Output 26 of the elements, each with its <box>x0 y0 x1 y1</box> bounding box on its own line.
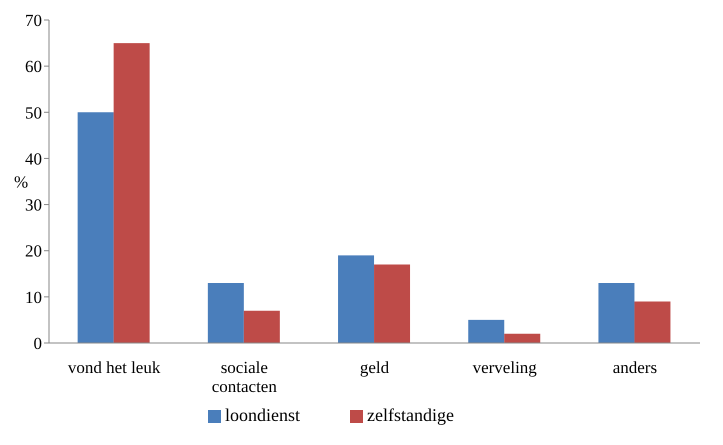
bar <box>208 283 244 343</box>
x-tick-label: verveling <box>472 358 538 377</box>
y-tick-label: 40 <box>25 149 42 168</box>
bar <box>504 334 540 343</box>
x-tick-label: vond het leuk <box>68 358 161 377</box>
y-tick-label: 0 <box>34 334 42 354</box>
bar <box>598 283 634 343</box>
bar <box>114 43 150 343</box>
bar <box>244 310 280 343</box>
bar <box>634 301 670 343</box>
legend-label: zelfstandige <box>367 405 454 425</box>
y-tick-label: 10 <box>25 288 42 307</box>
y-tick-label: 30 <box>25 196 42 215</box>
x-tick-label: anders <box>612 358 658 377</box>
y-tick-label: 50 <box>25 103 42 122</box>
y-tick-label: 70 <box>25 11 42 30</box>
x-tick-label: sociale contacten <box>212 358 278 396</box>
y-tick-label: 20 <box>25 242 42 261</box>
legend-label: loondienst <box>225 405 300 425</box>
y-axis-title: % <box>14 172 28 192</box>
x-tick-label: geld <box>360 358 390 377</box>
y-tick-label: 60 <box>25 57 42 76</box>
bar <box>78 112 114 343</box>
bar <box>338 255 374 343</box>
bar <box>468 320 504 343</box>
bar <box>374 264 410 343</box>
